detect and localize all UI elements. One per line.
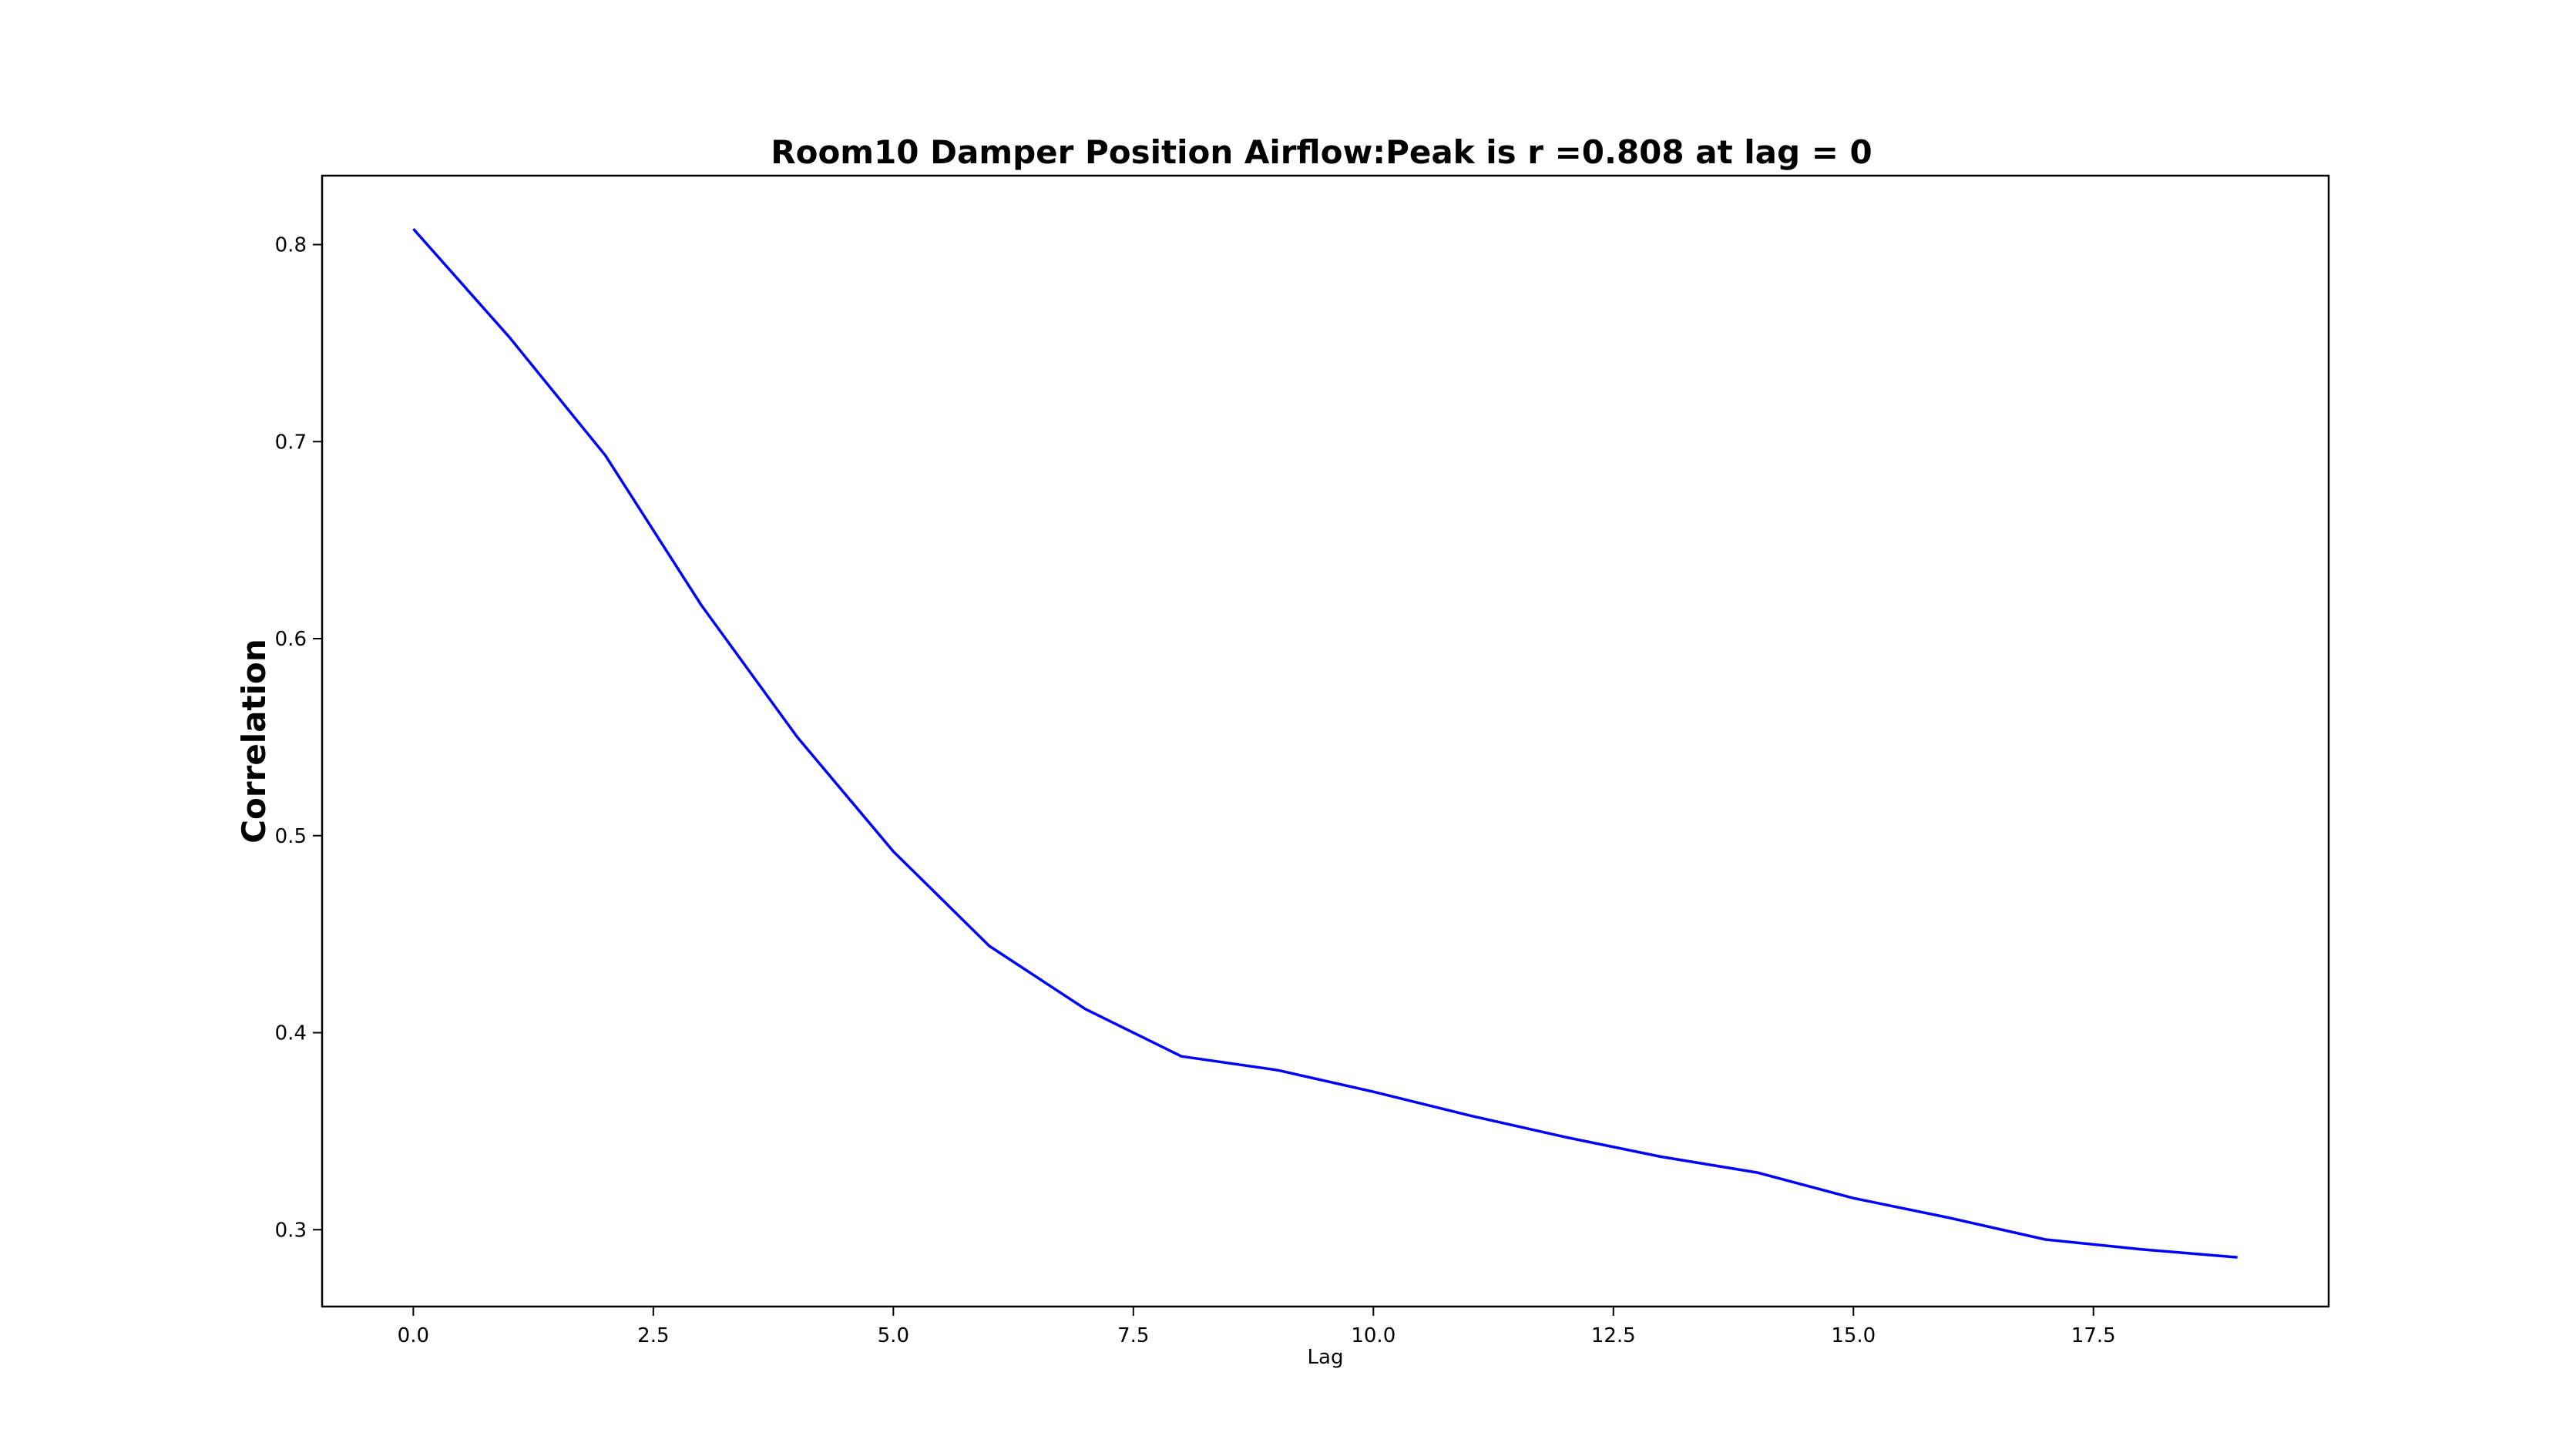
y-tick-label: 0.5: [275, 825, 307, 848]
y-tick-label: 0.6: [275, 628, 307, 651]
y-tick-label: 0.8: [275, 234, 307, 257]
axes-frame: [321, 174, 2330, 1308]
y-tick-label: 0.4: [275, 1022, 307, 1045]
y-tick-label: 0.7: [275, 431, 307, 454]
x-tick-label: 10.0: [1351, 1324, 1396, 1347]
x-tick-label: 12.5: [1591, 1324, 1636, 1347]
chart-title: Room10 Damper Position Airflow:Peak is r…: [771, 133, 1872, 171]
x-axis-ticks: 0.0 2.5 5.0 7.5 10.0 12.5 15.0 17.5: [398, 1307, 2116, 1347]
x-tick-label: 2.5: [637, 1324, 669, 1347]
y-tick-label: 0.3: [275, 1219, 307, 1242]
y-axis-label: Correlation: [235, 639, 273, 844]
x-tick-label: 15.0: [1831, 1324, 1876, 1347]
x-axis-label: Lag: [1308, 1346, 1344, 1369]
plot-area: [412, 227, 2238, 1259]
x-tick-label: 17.5: [2071, 1324, 2116, 1347]
y-axis-ticks: 0.3 0.4 0.5 0.6 0.7 0.8: [275, 234, 322, 1242]
x-tick-label: 0.0: [398, 1324, 429, 1347]
x-tick-label: 7.5: [1117, 1324, 1149, 1347]
series-line: [412, 227, 2238, 1259]
x-tick-label: 5.0: [878, 1324, 909, 1347]
